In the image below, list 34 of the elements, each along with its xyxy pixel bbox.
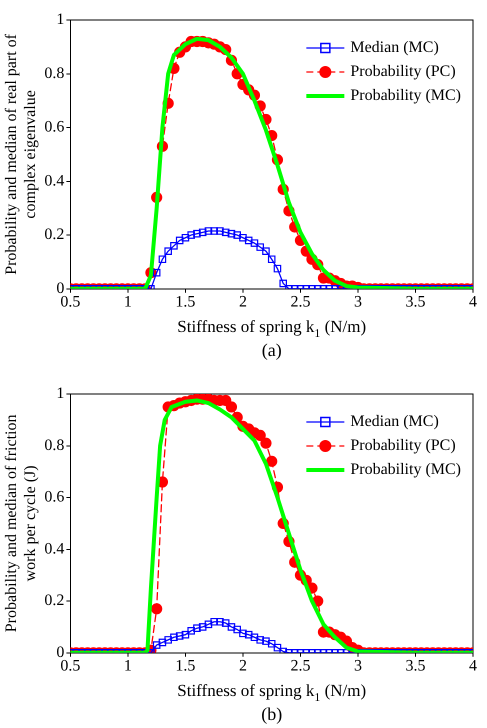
y-tick-label: 0.2: [44, 592, 64, 610]
x-tick-label: 3.5: [405, 294, 426, 311]
y-tick-label: 0.8: [44, 436, 64, 454]
y-tick-label: 0.4: [44, 540, 64, 558]
x-tick-label: 2.5: [290, 658, 310, 675]
legend-label: Probability (PC): [350, 63, 456, 80]
legend-label: Probability (MC): [350, 461, 462, 478]
x-tick-label: 1: [124, 294, 132, 311]
x-tick-label: 3.5: [405, 658, 426, 675]
y-tick-label: 0.4: [44, 172, 64, 190]
y-tick-label: 0.2: [44, 226, 64, 244]
y-tick-label: 1: [56, 385, 64, 402]
x-tick-label: 1.5: [175, 658, 196, 675]
legend-label: Median (MC): [350, 39, 439, 56]
x-tick-label: 3: [354, 658, 362, 675]
x-tick-label: 4: [469, 294, 477, 311]
y-tick-label: 0.6: [44, 488, 64, 506]
y-axis-title: Probability and median of friction work per cycle (J): [2, 414, 40, 632]
text: (b): [261, 704, 282, 724]
text: (a): [262, 340, 282, 360]
x-tick-label: 4: [469, 658, 477, 675]
y-axis-title: Probability and median of real part of complex eigenvalue: [2, 33, 40, 275]
legend-label: Probability (PC): [350, 437, 456, 454]
y-tick-label: 0.8: [44, 64, 64, 82]
x-tick-label: 1: [124, 658, 132, 675]
legend-label: Median (MC): [350, 413, 439, 430]
y-tick-label: 0.6: [44, 118, 64, 136]
x-tick-label: 3: [354, 294, 362, 311]
y-tick-label: 1: [56, 11, 64, 28]
x-tick-label: 1.5: [175, 294, 196, 311]
x-tick-label: 2: [238, 294, 247, 311]
x-tick-label: 2: [238, 658, 247, 675]
legend-label: Probability (MC): [350, 87, 462, 104]
x-tick-label: 2.5: [290, 294, 310, 311]
